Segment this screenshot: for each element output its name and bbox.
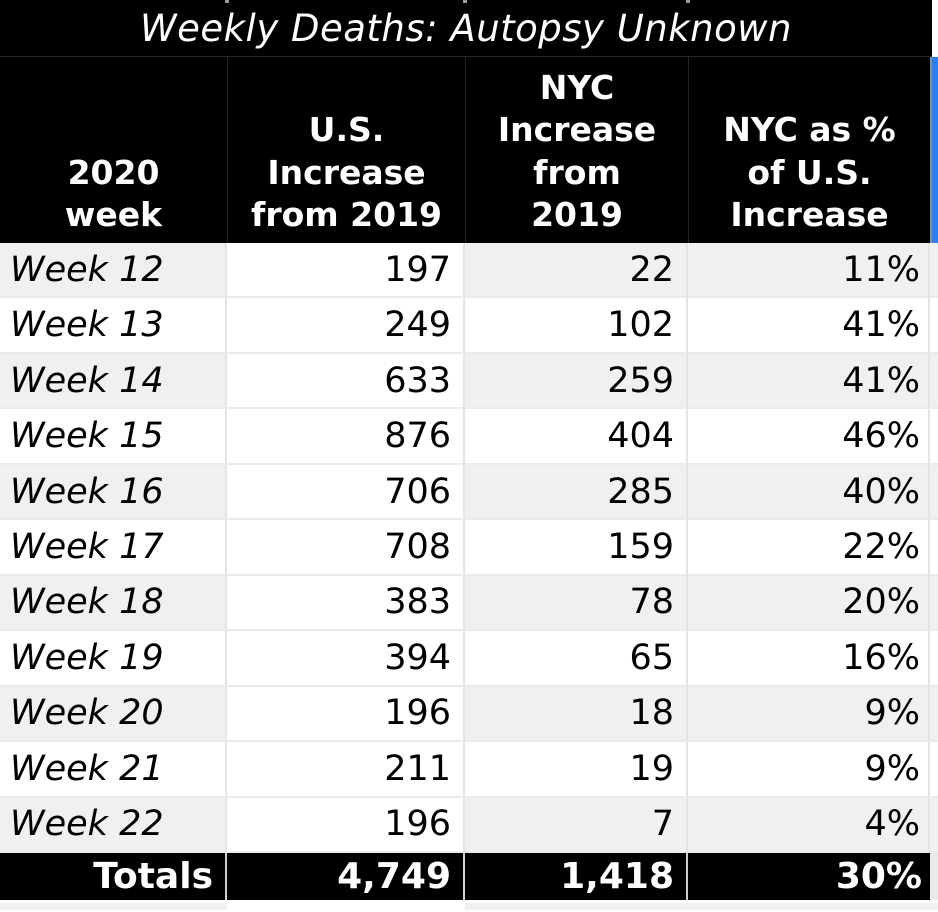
nyc-increase-cell: 22 — [465, 243, 688, 299]
us-increase-cell: 633 — [227, 353, 465, 410]
bottom-strip — [0, 903, 938, 910]
header-cell-us-increase: U.S. Increase from 2019 — [227, 57, 465, 243]
nyc-percent-cell: 16% — [688, 631, 930, 687]
nyc-percent-cell: 41% — [688, 298, 930, 354]
nyc-increase-cell: 404 — [465, 409, 688, 465]
bottom-strip-segment — [465, 903, 688, 910]
week-label-cell: Week 12 — [0, 243, 227, 299]
header-row: 2020 week U.S. Increase from 2019 NYC In… — [0, 57, 938, 243]
selection-highlight — [930, 57, 938, 243]
us-increase-cell: 394 — [227, 631, 465, 687]
nyc-increase-cell: 65 — [465, 631, 688, 687]
nyc-percent-cell: 9% — [688, 686, 930, 743]
nyc-increase-cell: 285 — [465, 464, 688, 521]
totals-row: Totals 4,749 1,418 30% — [0, 853, 938, 900]
table-row: Week 17 708 159 22% — [0, 520, 938, 576]
table-row: Week 21 211 19 9% — [0, 742, 938, 798]
table-row: Week 12 197 22 11% — [0, 243, 938, 299]
nyc-percent-cell: 46% — [688, 409, 930, 465]
bottom-strip-segment — [688, 903, 930, 910]
table-row: Week 14 633 259 41% — [0, 353, 938, 410]
nyc-percent-cell: 40% — [688, 464, 930, 521]
title-bar-background: Weekly Deaths: Autopsy Unknown — [0, 0, 932, 57]
header-cell-nyc-percent: NYC as % of U.S. Increase — [688, 57, 930, 243]
us-increase-cell: 196 — [227, 686, 465, 743]
table-row: Week 13 249 102 41% — [0, 298, 938, 354]
nyc-increase-cell: 159 — [465, 520, 688, 576]
row-edge-filler — [930, 742, 938, 798]
header-cell-nyc-increase: NYC Increase from 2019 — [465, 57, 688, 243]
gridline-tick — [463, 0, 467, 3]
row-edge-filler — [930, 353, 938, 410]
us-increase-cell: 383 — [227, 575, 465, 632]
us-increase-cell: 706 — [227, 464, 465, 521]
table-row: Week 19 394 65 16% — [0, 631, 938, 687]
totals-edge-filler — [930, 853, 938, 900]
us-increase-cell: 197 — [227, 243, 465, 299]
week-label-cell: Week 17 — [0, 520, 227, 576]
bottom-strip-segment — [930, 903, 938, 910]
table-row: Week 18 383 78 20% — [0, 575, 938, 632]
week-label-cell: Week 15 — [0, 409, 227, 465]
week-label-cell: Week 18 — [0, 575, 227, 632]
title-bar: Weekly Deaths: Autopsy Unknown — [0, 0, 938, 57]
nyc-percent-cell: 4% — [688, 797, 930, 853]
table-row: Week 20 196 18 9% — [0, 686, 938, 743]
nyc-percent-cell: 41% — [688, 353, 930, 410]
nyc-percent-cell: 22% — [688, 520, 930, 576]
nyc-increase-cell: 102 — [465, 298, 688, 354]
row-edge-filler — [930, 575, 938, 632]
us-increase-cell: 211 — [227, 742, 465, 798]
bottom-strip-segment — [227, 903, 465, 910]
nyc-percent-cell: 9% — [688, 742, 930, 798]
nyc-percent-cell: 11% — [688, 243, 930, 299]
us-increase-cell: 708 — [227, 520, 465, 576]
row-edge-filler — [930, 520, 938, 576]
table-body: Week 12 197 22 11% Week 13 249 102 41% W… — [0, 243, 938, 853]
week-label-cell: Week 21 — [0, 742, 227, 798]
gridline-tick — [686, 0, 690, 3]
nyc-increase-cell: 19 — [465, 742, 688, 798]
us-increase-cell: 196 — [227, 797, 465, 853]
row-edge-filler — [930, 298, 938, 354]
row-edge-filler — [930, 797, 938, 853]
week-label-cell: Week 20 — [0, 686, 227, 743]
nyc-increase-cell: 7 — [465, 797, 688, 853]
us-increase-cell: 876 — [227, 409, 465, 465]
week-label-cell: Week 13 — [0, 298, 227, 354]
nyc-percent-cell: 20% — [688, 575, 930, 632]
nyc-increase-cell: 78 — [465, 575, 688, 632]
row-edge-filler — [930, 464, 938, 521]
week-label-cell: Week 14 — [0, 353, 227, 410]
row-edge-filler — [930, 631, 938, 687]
nyc-increase-cell: 18 — [465, 686, 688, 743]
nyc-increase-cell: 259 — [465, 353, 688, 410]
title-bar-edge-filler — [932, 0, 938, 57]
row-edge-filler — [930, 686, 938, 743]
table-row: Week 22 196 7 4% — [0, 797, 938, 853]
row-edge-filler — [930, 243, 938, 299]
totals-label-cell: Totals — [0, 853, 227, 900]
row-edge-filler — [930, 409, 938, 465]
us-increase-cell: 249 — [227, 298, 465, 354]
totals-nyc-cell: 1,418 — [465, 853, 688, 900]
totals-percent-cell: 30% — [688, 853, 930, 900]
bottom-strip-segment — [0, 903, 227, 910]
table-row: Week 16 706 285 40% — [0, 464, 938, 521]
week-label-cell: Week 22 — [0, 797, 227, 853]
table-row: Week 15 876 404 46% — [0, 409, 938, 465]
gridline-tick — [225, 0, 229, 3]
week-label-cell: Week 16 — [0, 464, 227, 521]
totals-us-cell: 4,749 — [227, 853, 465, 900]
table-title: Weekly Deaths: Autopsy Unknown — [140, 6, 792, 50]
week-label-cell: Week 19 — [0, 631, 227, 687]
header-cell-week: 2020 week — [0, 57, 227, 243]
